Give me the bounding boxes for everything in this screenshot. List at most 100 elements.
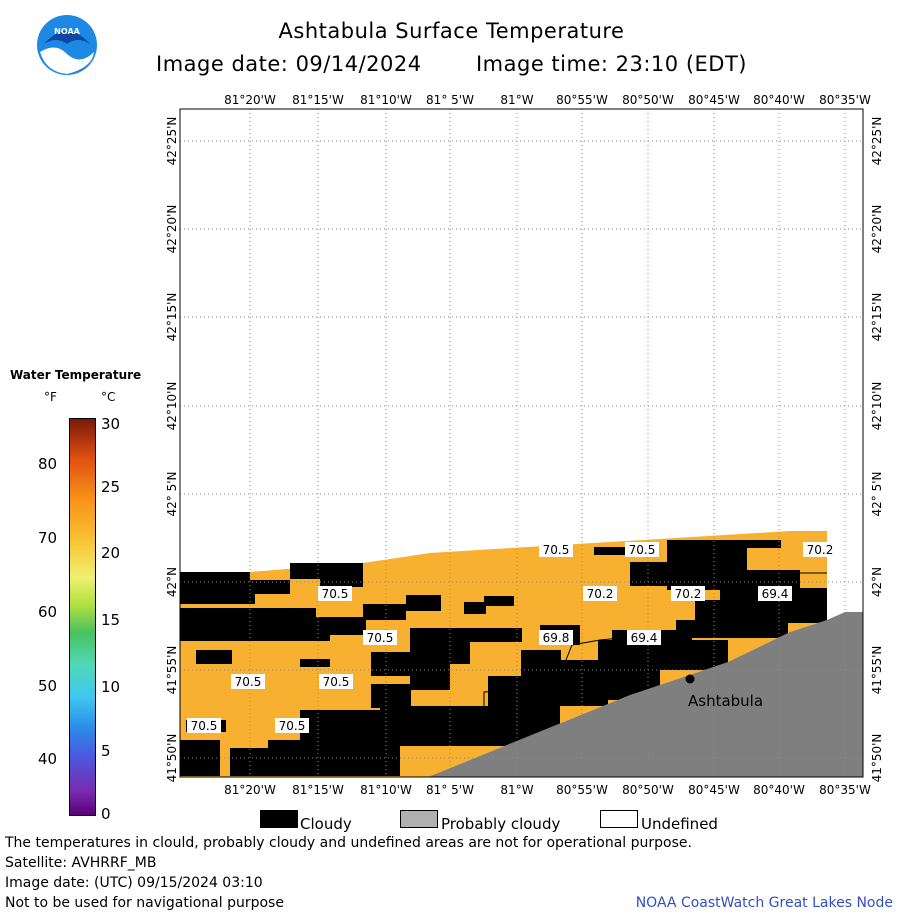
image-date: Image date: 09/14/2024	[156, 52, 422, 76]
longitude-label: 80°45'W	[688, 783, 740, 797]
temperature-label: 70.5	[539, 542, 573, 557]
image-datetime: Image date: 09/14/2024 Image time: 23:10…	[0, 52, 903, 76]
temperature-label: 70.2	[803, 542, 837, 557]
longitude-label: 81°15'W	[292, 783, 344, 797]
longitude-label: 80°35'W	[819, 93, 871, 107]
colorbar-c-tick: 15	[101, 611, 121, 629]
colorbar-unit-c: °C	[101, 390, 116, 404]
latitude-labels-right: 42°25'N 42°20'N 42°15'N 42°10'N 42° 5'N 42°N 4…	[870, 117, 884, 783]
colorbar-f-tick: 40	[38, 750, 58, 768]
latitude-label: 41°50'N	[165, 734, 179, 783]
temperature-value: 70.5	[322, 587, 349, 601]
longitude-label: 80°50'W	[622, 783, 674, 797]
colorbar-c-tick: 5	[101, 742, 111, 760]
longitude-label: 81°10'W	[360, 93, 412, 107]
temperature-label: 70.2	[583, 586, 617, 601]
temperature-label-bg	[758, 586, 792, 601]
temperature-value: 70.5	[279, 719, 306, 733]
temperature-label-bg	[319, 674, 353, 689]
temperature-label-bg	[231, 674, 265, 689]
temperature-label: 70.2	[671, 586, 705, 601]
temperature-label-bg	[625, 542, 659, 557]
temperature-value: 69.8	[543, 631, 570, 645]
page-title: Ashtabula Surface Temperature	[278, 19, 625, 43]
longitude-label: 81°15'W	[292, 93, 344, 107]
longitude-label: 80°55'W	[556, 93, 608, 107]
temperature-label-bg	[275, 718, 309, 733]
latitude-label: 41°50'N	[870, 734, 884, 783]
longitude-labels-top: 81°20'W 81°15'W 81°10'W 81° 5'W 81°W 80°55'W 8…	[224, 93, 871, 107]
latitude-label: 42° 5'N	[870, 472, 884, 517]
legend-undefined-label: Undefined	[641, 815, 718, 833]
longitude-label: 80°35'W	[819, 783, 871, 797]
latitude-label: 42°N	[870, 567, 884, 597]
colorbar	[69, 418, 96, 816]
map-frame	[179, 108, 864, 778]
temperature-label-bg	[803, 542, 837, 557]
map-gridlines	[180, 109, 863, 777]
longitude-label: 81°W	[500, 783, 533, 797]
temperature-labels: 70.5 70.5 70.2 70.5 70.2 70.2 69.4 70.5 69.8 69.4…	[187, 542, 837, 733]
temperature-label: 70.5	[318, 586, 352, 601]
temperature-label-bg	[671, 586, 705, 601]
city-label: Ashtabula	[688, 692, 763, 710]
colorbar-f-tick: 50	[38, 677, 58, 695]
longitude-label: 80°45'W	[688, 93, 740, 107]
latitude-labels-left: 42°25'N 42°20'N 42°15'N 42°10'N 42° 5'N 42°N 4…	[165, 117, 179, 783]
footer-nav-warning: Not to be used for navigational purpose	[5, 895, 284, 911]
latitude-label: 42°20'N	[165, 205, 179, 254]
temperature-value: 70.2	[587, 587, 614, 601]
temperature-value: 70.5	[543, 543, 570, 557]
footer-utc-date: Image date: (UTC) 09/15/2024 03:10	[5, 875, 263, 891]
temperature-label: 69.8	[539, 630, 573, 645]
land-area	[428, 612, 863, 777]
colorbar-f-tick: 80	[38, 455, 58, 473]
temperature-label-bg	[539, 542, 573, 557]
legend-probably-cloudy-swatch	[400, 810, 438, 828]
temperature-label: 70.5	[187, 718, 221, 733]
latitude-label: 41°55'N	[165, 646, 179, 695]
legend-undefined-swatch	[600, 810, 638, 828]
longitude-label: 81°20'W	[224, 93, 276, 107]
latitude-label: 42°15'N	[870, 293, 884, 342]
image-time: Image time: 23:10 (EDT)	[475, 52, 747, 76]
temperature-value: 69.4	[631, 631, 658, 645]
longitude-label: 81° 5'W	[426, 93, 474, 107]
temperature-value: 70.2	[807, 543, 834, 557]
temperature-label-bg	[187, 718, 221, 733]
temperature-label: 70.5	[625, 542, 659, 557]
temperature-label: 69.4	[627, 630, 661, 645]
colorbar-unit-f: °F	[44, 390, 57, 404]
temperature-value: 70.5	[323, 675, 350, 689]
temperature-label: 70.5	[363, 630, 397, 645]
legend-cloudy-label: Cloudy	[300, 815, 352, 833]
latitude-label: 42°25'N	[870, 117, 884, 166]
temperature-label: 70.5	[319, 674, 353, 689]
colorbar-f-tick: 70	[38, 529, 58, 547]
svg-text:NOAA: NOAA	[54, 27, 80, 36]
longitude-label: 80°50'W	[622, 93, 674, 107]
latitude-label: 42°25'N	[165, 117, 179, 166]
temperature-value: 70.5	[367, 631, 394, 645]
longitude-label: 81°20'W	[224, 783, 276, 797]
colorbar-title: Water Temperature	[10, 368, 142, 382]
noaa-logo: NOAA	[37, 15, 97, 75]
colorbar-c-tick: 25	[101, 478, 121, 496]
footer-satellite: Satellite: AVHRRF_MB	[5, 855, 157, 871]
footer-disclaimer: The temperatures in clould, probably clo…	[5, 835, 692, 851]
temperature-label-bg	[583, 586, 617, 601]
temperature-label: 69.4	[758, 586, 792, 601]
colorbar-f-tick: 60	[38, 603, 58, 621]
colorbar-c-tick: 0	[101, 805, 111, 823]
temperature-value: 70.5	[191, 719, 218, 733]
temperature-label-bg	[539, 630, 573, 645]
colorbar-c-tick: 10	[101, 678, 121, 696]
city-marker	[685, 674, 695, 684]
temperature-label-bg	[627, 630, 661, 645]
isotherm-line	[483, 635, 641, 706]
legend-cloudy-swatch	[260, 810, 298, 828]
longitude-label: 81° 5'W	[426, 783, 474, 797]
latitude-label: 42° 5'N	[165, 472, 179, 517]
legend-probably-cloudy-label: Probably cloudy	[441, 815, 561, 833]
latitude-label: 42°20'N	[870, 205, 884, 254]
